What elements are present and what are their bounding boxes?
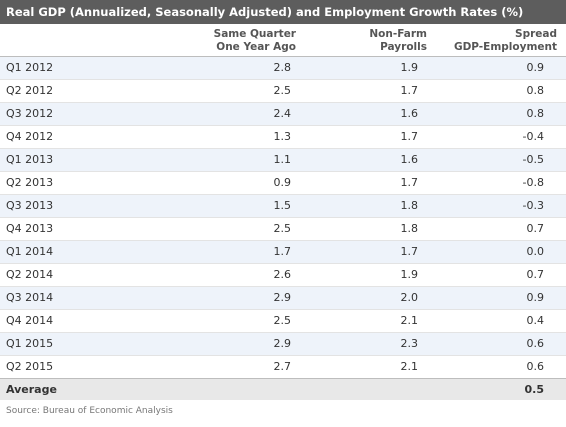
payrolls-value: 1.8 — [400, 199, 419, 212]
payrolls-value: 1.6 — [400, 153, 419, 166]
gdp-value: 1.1 — [273, 153, 292, 166]
payrolls-value: 1.6 — [400, 107, 419, 120]
column-header-spread-line2: GDP-Employment — [453, 41, 557, 53]
spread-value: 0.4 — [526, 314, 545, 327]
table-row: Q2 2013 0.9 1.7 -0.8 — [0, 171, 566, 194]
table-row: Q2 2015 2.7 2.1 0.6 — [0, 355, 566, 378]
quarter-label: Q3 2012 — [6, 107, 54, 120]
quarter-label: Q1 2012 — [6, 61, 54, 74]
column-header-gdp-line1: Same Quarter — [213, 28, 296, 40]
quarter-label: Q2 2013 — [6, 176, 54, 189]
table-row: Q4 2013 2.5 1.8 0.7 — [0, 217, 566, 240]
quarter-label: Q2 2015 — [6, 360, 54, 373]
gdp-value: 2.5 — [273, 222, 292, 235]
spread-value: 0.6 — [526, 360, 545, 373]
spread-value: -0.3 — [522, 199, 544, 212]
quarter-label: Q3 2013 — [6, 199, 54, 212]
table-row: Q3 2012 2.4 1.6 0.8 — [0, 102, 566, 125]
quarter-label: Q1 2015 — [6, 337, 54, 350]
gdp-value: 1.5 — [273, 199, 292, 212]
gdp-value: 2.9 — [273, 291, 292, 304]
gdp-value: 2.5 — [273, 314, 292, 327]
table-row: Q1 2015 2.9 2.3 0.6 — [0, 332, 566, 355]
column-header-payrolls-line1: Non-Farm — [369, 28, 427, 40]
spread-value: -0.4 — [522, 130, 544, 143]
spread-value: 0.0 — [526, 245, 545, 258]
table-row: Q2 2012 2.5 1.7 0.8 — [0, 79, 566, 102]
payrolls-value: 2.1 — [400, 314, 419, 327]
spread-value: 0.9 — [526, 61, 545, 74]
quarter-label: Q2 2012 — [6, 84, 54, 97]
spread-value: -0.5 — [522, 153, 544, 166]
table-row: Q3 2014 2.9 2.0 0.9 — [0, 286, 566, 309]
spread-value: 0.7 — [526, 268, 545, 281]
payrolls-value: 1.7 — [400, 245, 419, 258]
spread-value: 0.6 — [526, 337, 545, 350]
payrolls-value: 2.0 — [400, 291, 419, 304]
quarter-label: Q4 2012 — [6, 130, 54, 143]
payrolls-value: 1.8 — [400, 222, 419, 235]
payrolls-value: 1.7 — [400, 176, 419, 189]
gdp-value: 2.5 — [273, 84, 292, 97]
gdp-value: 2.4 — [273, 107, 292, 120]
payrolls-value: 1.9 — [400, 268, 419, 281]
spread-value: 0.7 — [526, 222, 545, 235]
quarter-label: Q4 2013 — [6, 222, 54, 235]
payrolls-value: 1.7 — [400, 130, 419, 143]
spread-value: -0.8 — [522, 176, 544, 189]
table-row: Q4 2012 1.3 1.7 -0.4 — [0, 125, 566, 148]
table-row: Q1 2013 1.1 1.6 -0.5 — [0, 148, 566, 171]
spread-value: 0.8 — [526, 84, 545, 97]
gdp-value: 0.9 — [273, 176, 292, 189]
table-row: Q2 2014 2.6 1.9 0.7 — [0, 263, 566, 286]
quarter-label: Q1 2014 — [6, 245, 54, 258]
quarter-label: Q4 2014 — [6, 314, 54, 327]
gdp-value: 2.7 — [273, 360, 292, 373]
column-header-spread-line1: Spread — [515, 28, 557, 40]
payrolls-value: 1.7 — [400, 84, 419, 97]
gdp-value: 1.7 — [273, 245, 292, 258]
gdp-value: 2.9 — [273, 337, 292, 350]
table-row: Q4 2014 2.5 2.1 0.4 — [0, 309, 566, 332]
spread-value: 0.9 — [526, 291, 545, 304]
column-header-row: Same Quarter One Year Ago Non-Farm Payro… — [0, 24, 566, 56]
payrolls-value: 2.1 — [400, 360, 419, 373]
column-header-payrolls-line2: Payrolls — [380, 41, 427, 53]
quarter-label: Q2 2014 — [6, 268, 54, 281]
table-row: Q1 2014 1.7 1.7 0.0 — [0, 240, 566, 263]
quarter-label: Q3 2014 — [6, 291, 54, 304]
table-row: Q1 2012 2.8 1.9 0.9 — [0, 56, 566, 79]
source-note: Source: Bureau of Economic Analysis — [6, 406, 173, 416]
spread-value: 0.8 — [526, 107, 545, 120]
average-spread-value: 0.5 — [524, 383, 545, 396]
table-title: Real GDP (Annualized, Seasonally Adjuste… — [0, 0, 566, 24]
table-body: Q1 2012 2.8 1.9 0.9 Q2 2012 2.5 1.7 0.8 Q3 2012 2… — [0, 56, 566, 378]
quarter-label: Q1 2013 — [6, 153, 54, 166]
average-label: Average — [6, 383, 57, 396]
payrolls-value: 2.3 — [400, 337, 419, 350]
gdp-value: 2.6 — [273, 268, 292, 281]
gdp-value: 1.3 — [273, 130, 292, 143]
payrolls-value: 1.9 — [400, 61, 419, 74]
average-row: Average 0.5 — [0, 378, 566, 400]
gdp-value: 2.8 — [273, 61, 292, 74]
table-row: Q3 2013 1.5 1.8 -0.3 — [0, 194, 566, 217]
column-header-gdp-line2: One Year Ago — [216, 41, 296, 53]
